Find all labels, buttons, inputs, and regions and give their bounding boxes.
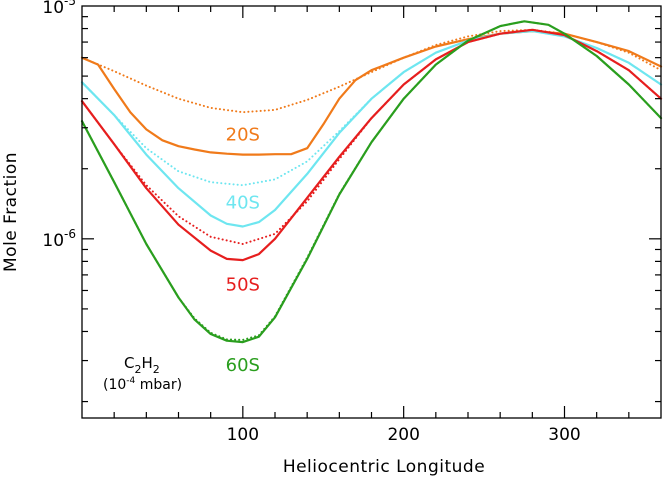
- series-line-40s: [80, 30, 663, 228]
- pressure-open: (10: [103, 377, 126, 393]
- svg-text:C2H2: C2H2: [124, 354, 160, 376]
- series-label-40s: 40S: [226, 192, 260, 213]
- series-label-60s: 60S: [226, 355, 260, 376]
- species-base-2: H: [141, 354, 152, 372]
- svg-text:(10-4 mbar): (10-4 mbar): [103, 376, 182, 393]
- series-line-20s-model: [81, 28, 662, 114]
- y-tick-label-1e-6: 10-6: [42, 227, 76, 251]
- series-line-60s: [80, 20, 663, 344]
- y-tick-label-1e-5: 10-5: [42, 0, 76, 18]
- series-label-50s: 50S: [226, 274, 260, 295]
- species-sub-1: 2: [134, 363, 141, 376]
- x-tick-label-200: 200: [387, 425, 419, 445]
- species-sub-2: 2: [153, 363, 160, 376]
- y-axis-title: Mole Fraction: [1, 152, 21, 272]
- pressure-exp: -4: [126, 376, 135, 386]
- species-base-1: C: [124, 354, 134, 372]
- x-tick-label-300: 300: [548, 425, 580, 445]
- series-line-50s: [80, 28, 663, 262]
- x-axis-title: Heliocentric Longitude: [283, 457, 485, 477]
- pressure-close: mbar): [135, 377, 182, 393]
- series-label-20s: 20S: [226, 124, 260, 145]
- species-annotation: C2H2 (10-4 mbar): [103, 354, 182, 393]
- series-layer: [80, 20, 663, 344]
- labels-layer: 20S 40S 50S 60S: [226, 124, 260, 376]
- axes-layer: 100 200 300 10-6 10-5: [42, 0, 662, 445]
- x-tick-label-100: 100: [227, 425, 259, 445]
